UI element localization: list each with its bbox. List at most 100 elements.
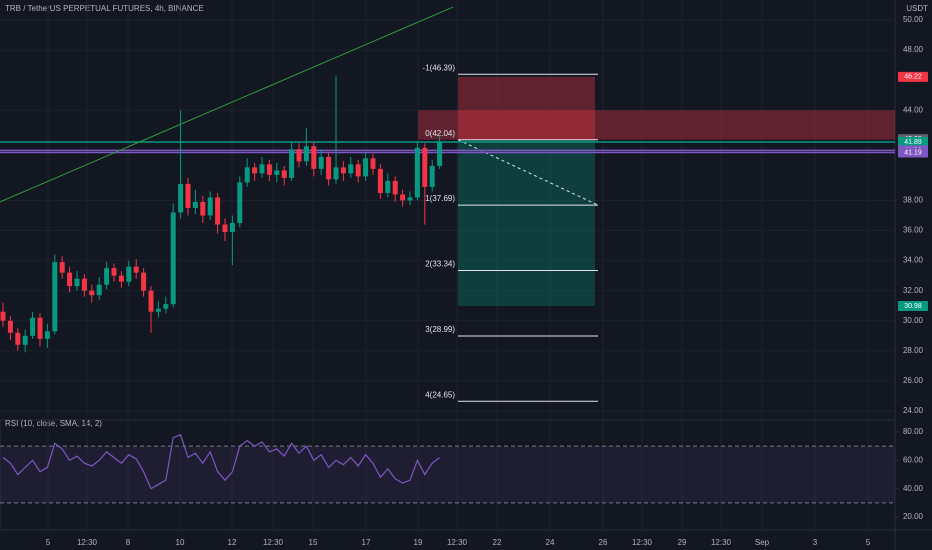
- candle-body: [178, 183, 184, 213]
- candle-body: [170, 212, 176, 305]
- fib-label: 2(33.34): [425, 260, 455, 269]
- candle-body: [30, 317, 36, 336]
- y-tick-label: 44.00: [903, 105, 924, 114]
- candle-body: [126, 266, 132, 282]
- candle-body: [148, 290, 154, 312]
- candle-body: [133, 266, 139, 273]
- x-tick-label: 17: [362, 538, 371, 547]
- candle-body: [274, 170, 280, 175]
- candle-body: [200, 201, 206, 216]
- candle-body: [237, 182, 243, 224]
- candle-body: [7, 320, 13, 333]
- rsi-tick-label: 20.00: [903, 512, 924, 521]
- rsi-tick-label: 60.00: [903, 455, 924, 464]
- chart-title: TRB / TetherUS PERPETUAL FUTURES, 4h, BI…: [5, 4, 204, 13]
- y-tick-label: 30.00: [903, 316, 924, 325]
- candle-body: [348, 164, 354, 174]
- x-tick-label: 12:30: [263, 538, 284, 547]
- candle-body: [59, 262, 65, 273]
- candle-body: [111, 268, 117, 276]
- candle-body: [81, 278, 87, 291]
- candle-body: [244, 167, 250, 183]
- currency: USDT: [906, 4, 928, 13]
- candle-body: [429, 165, 435, 187]
- candle-body: [340, 167, 346, 174]
- y-tick-label: 34.00: [903, 256, 924, 265]
- rsi-pane: [0, 419, 896, 531]
- candle-body: [44, 331, 50, 339]
- x-tick-label: 29: [678, 538, 687, 547]
- fib-label: -1(46.39): [423, 63, 456, 72]
- candle-body: [326, 156, 332, 180]
- rsi-tick-label: 80.00: [903, 427, 924, 436]
- y-tick-label: 48.00: [903, 45, 924, 54]
- x-tick-label: 8: [126, 538, 131, 547]
- fib-label: 1(37.69): [425, 194, 455, 203]
- candle-body: [333, 167, 339, 180]
- y-tick-label: 38.00: [903, 196, 924, 205]
- price-tag-label: 46.22: [904, 74, 922, 81]
- x-tick-label: 26: [599, 538, 608, 547]
- rsi-title: RSI (10, close, SMA, 14, 2): [5, 419, 102, 428]
- candle-body: [377, 168, 383, 193]
- candle-body: [229, 223, 235, 233]
- candle-body: [52, 262, 58, 332]
- candle-body: [303, 146, 309, 162]
- candle-body: [370, 158, 376, 169]
- candle-body: [318, 156, 324, 169]
- rsi-band: [0, 446, 895, 503]
- x-tick-label: 22: [493, 538, 502, 547]
- price-tag: [898, 136, 928, 147]
- x-tick-label: 12:30: [447, 538, 468, 547]
- candle-body: [259, 164, 265, 174]
- candle-body: [163, 304, 169, 309]
- price-tag-label: 41.89: [904, 139, 922, 146]
- candle-body: [215, 197, 221, 225]
- x-tick-label: 12:30: [632, 538, 653, 547]
- candle-body: [37, 317, 43, 339]
- fib-label: 4(24.65): [425, 390, 455, 399]
- candle-body: [363, 158, 369, 177]
- y-tick-label: 50.00: [903, 15, 924, 24]
- candle-body: [222, 224, 228, 233]
- rsi-line: [2, 434, 440, 490]
- candle-body: [67, 272, 73, 287]
- x-tick-label: 12:30: [77, 538, 98, 547]
- candle-body: [355, 164, 361, 177]
- rsi-tick-label: 40.00: [903, 484, 924, 493]
- candle-body: [437, 141, 443, 166]
- candle-body: [0, 311, 6, 321]
- zone: [418, 110, 895, 140]
- candle-body: [281, 170, 287, 178]
- target-box: [458, 139, 595, 307]
- candle-body: [104, 268, 110, 285]
- x-tick-label: 15: [309, 538, 318, 547]
- x-tick-label: 12:30: [711, 538, 732, 547]
- x-tick-label: Sep: [755, 538, 770, 547]
- candle-body: [414, 147, 420, 198]
- candle-body: [192, 201, 198, 208]
- price-tag-label: 41.19: [904, 149, 922, 156]
- candle-body: [22, 335, 28, 345]
- fib-label: 3(28.99): [425, 325, 455, 334]
- candle-body: [89, 290, 95, 296]
- price-tag: [898, 71, 928, 82]
- y-tick-label: 36.00: [903, 226, 924, 235]
- trendline: [0, 6, 454, 203]
- candle-body: [392, 180, 398, 195]
- price-tag: [898, 301, 928, 312]
- candle-body: [311, 146, 317, 169]
- candle-body: [407, 197, 413, 201]
- y-tick-label: 32.00: [903, 286, 924, 295]
- x-tick-label: 5: [46, 538, 51, 547]
- candle-body: [207, 197, 213, 216]
- x-tick-label: 3: [813, 538, 818, 547]
- price-tag-label: 30.98: [904, 303, 922, 310]
- candle-body: [74, 278, 80, 287]
- y-tick-label: 26.00: [903, 376, 924, 385]
- candle-body: [289, 149, 295, 178]
- x-tick-label: 10: [176, 538, 185, 547]
- candle-body: [155, 308, 161, 312]
- candle-body: [118, 275, 124, 282]
